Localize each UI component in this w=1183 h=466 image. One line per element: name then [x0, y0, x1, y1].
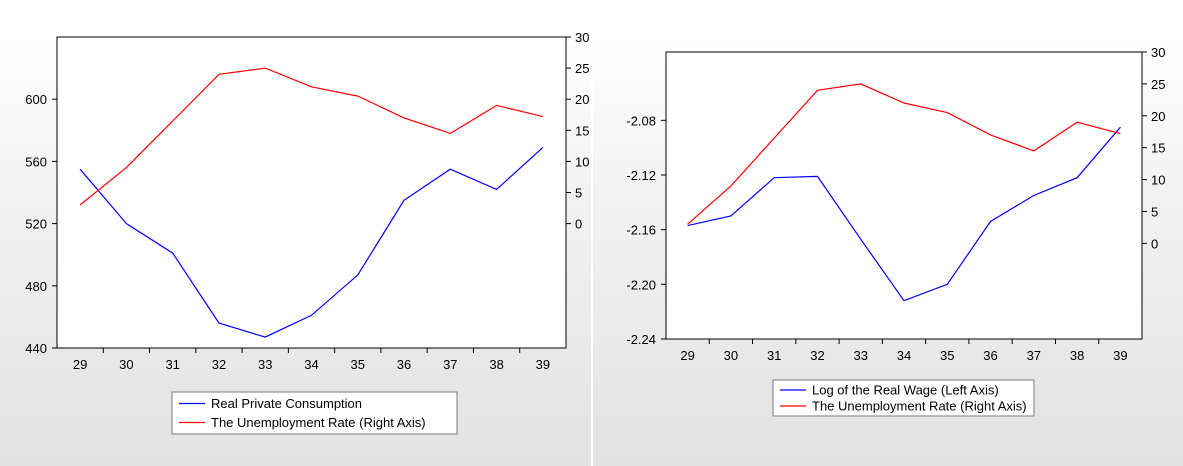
x-axis-tick-label: 34 [304, 357, 318, 372]
x-axis-tick-label: 29 [680, 348, 694, 363]
right-axis-tick-label: 25 [1151, 77, 1165, 92]
legend-box [171, 391, 458, 435]
left-axis-tick-label: 480 [25, 279, 47, 294]
x-axis-tick-label: 31 [165, 357, 179, 372]
right-axis-tick-label: 15 [1151, 141, 1165, 156]
left-axis-tick-label: -2.20 [626, 277, 656, 292]
left-axis-tick-label: -2.08 [626, 113, 656, 128]
x-axis-tick-label: 38 [1070, 348, 1084, 363]
x-axis-tick-label: 32 [810, 348, 824, 363]
x-axis-tick-label: 39 [1113, 348, 1127, 363]
x-axis-tick-label: 32 [212, 357, 226, 372]
left-axis-tick-label: -2.16 [626, 223, 656, 238]
x-axis-tick-label: 33 [853, 348, 867, 363]
right-axis-tick-label: 30 [1151, 45, 1165, 60]
legend-label: Log of the Real Wage (Left Axis) [812, 383, 999, 398]
chart-panel-right: -2.24 -2.20 -2.16 -2.12 -2.08 0 5 10 15 20 25 30 29 3… [593, 0, 1183, 466]
left-axis-tick-label: 440 [25, 341, 47, 356]
right-axis-tick-label: 25 [575, 61, 589, 76]
x-axis-tick-label: 37 [443, 357, 457, 372]
right-axis-tick-label: 30 [575, 30, 589, 45]
chart-right-svg: -2.24 -2.20 -2.16 -2.12 -2.08 0 5 10 15 20 25 30 29 3… [626, 45, 1165, 417]
legend-box [772, 379, 1035, 417]
plot-area-right [665, 51, 1143, 340]
legend-label: The Unemployment Rate (Right Axis) [812, 399, 1027, 414]
x-axis-tick-label: 35 [351, 357, 365, 372]
plot-area-left [56, 36, 567, 349]
x-axis-tick-label: 29 [73, 357, 87, 372]
right-axis-tick-label: 20 [1151, 109, 1165, 124]
left-axis-tick-label: 560 [25, 154, 47, 169]
series-line-red [687, 83, 1121, 225]
right-axis-tick-label: 0 [575, 217, 582, 232]
series-line-blue [79, 146, 544, 338]
right-axis-tick-label: 20 [575, 92, 589, 107]
right-axis-tick-label: 5 [1151, 204, 1158, 219]
right-axis-tick-label: 10 [575, 154, 589, 169]
left-axis-tick-label: -2.24 [626, 332, 656, 347]
x-axis-tick-label: 38 [489, 357, 503, 372]
legend-label: The Unemployment Rate (Right Axis) [211, 415, 426, 430]
chart-panel-left: 440 480 520 560 600 0 5 10 15 20 25 30 29 30 31 32 33 34 3… [0, 0, 591, 466]
x-axis-tick-label: 35 [940, 348, 954, 363]
right-axis-tick-label: 15 [575, 123, 589, 138]
chart-left-svg: 440 480 520 560 600 0 5 10 15 20 25 30 29 30 31 32 33 34 3… [25, 30, 589, 435]
x-axis-tick-label: 36 [397, 357, 411, 372]
left-axis-tick-label: 520 [25, 217, 47, 232]
right-axis-tick-label: 10 [1151, 173, 1165, 188]
right-axis-tick-label: 5 [575, 186, 582, 201]
x-axis-tick-label: 30 [119, 357, 133, 372]
x-axis-tick-label: 39 [536, 357, 550, 372]
right-axis-tick-label: 0 [1151, 236, 1158, 251]
x-axis-tick-label: 34 [897, 348, 911, 363]
x-axis-tick-label: 31 [767, 348, 781, 363]
x-axis-tick-label: 33 [258, 357, 272, 372]
left-axis-tick-label: -2.12 [626, 168, 656, 183]
x-axis-tick-label: 36 [983, 348, 997, 363]
left-axis-tick-label: 600 [25, 92, 47, 107]
series-line-red [79, 67, 544, 206]
series-line-blue [687, 126, 1121, 302]
legend-label: Real Private Consumption [211, 396, 362, 411]
x-axis-tick-label: 30 [724, 348, 738, 363]
x-axis-tick-label: 37 [1027, 348, 1041, 363]
